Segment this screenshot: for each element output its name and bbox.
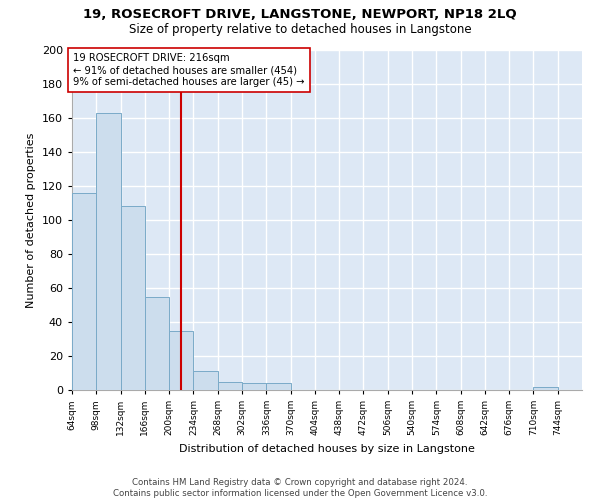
Text: Contains HM Land Registry data © Crown copyright and database right 2024.
Contai: Contains HM Land Registry data © Crown c… — [113, 478, 487, 498]
Bar — [169, 330, 193, 390]
Bar — [72, 193, 96, 390]
Bar — [242, 383, 266, 390]
Bar — [145, 296, 169, 390]
Text: Size of property relative to detached houses in Langstone: Size of property relative to detached ho… — [128, 22, 472, 36]
Bar — [218, 382, 242, 390]
Bar — [193, 372, 218, 390]
Text: 19 ROSECROFT DRIVE: 216sqm
← 91% of detached houses are smaller (454)
9% of semi: 19 ROSECROFT DRIVE: 216sqm ← 91% of deta… — [73, 54, 305, 86]
Bar — [533, 386, 558, 390]
Bar — [121, 206, 145, 390]
Bar — [96, 113, 121, 390]
X-axis label: Distribution of detached houses by size in Langstone: Distribution of detached houses by size … — [179, 444, 475, 454]
Y-axis label: Number of detached properties: Number of detached properties — [26, 132, 36, 308]
Bar — [266, 383, 290, 390]
Text: 19, ROSECROFT DRIVE, LANGSTONE, NEWPORT, NP18 2LQ: 19, ROSECROFT DRIVE, LANGSTONE, NEWPORT,… — [83, 8, 517, 20]
